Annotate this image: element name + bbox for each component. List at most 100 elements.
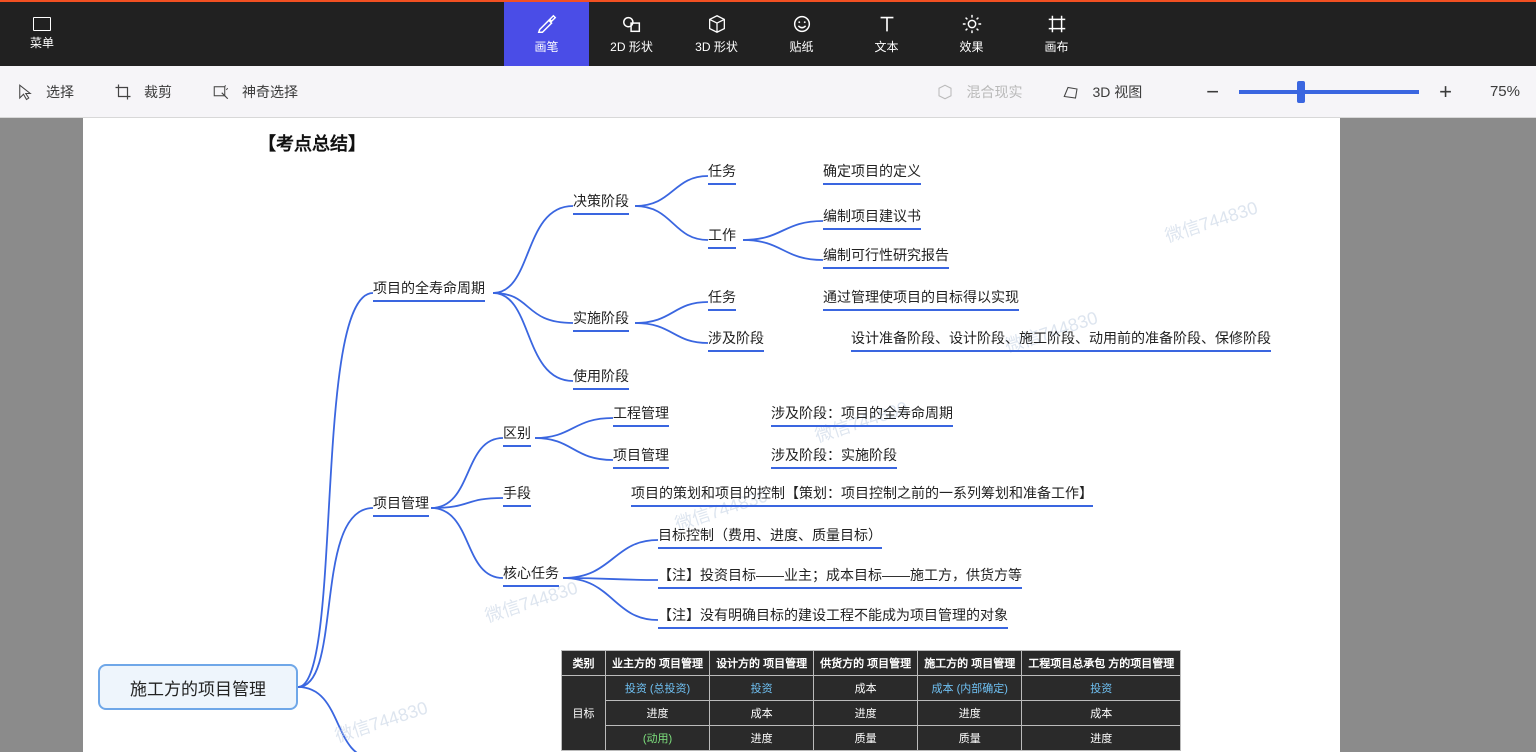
cell: 进度 bbox=[1022, 726, 1181, 751]
leaf-core2: 【注】投资目标——业主；成本目标——施工方，供货方等 bbox=[658, 565, 1022, 589]
cursor-icon bbox=[16, 83, 34, 101]
node-lifecycle: 项目的全寿命周期 bbox=[373, 278, 485, 302]
crop-label: 裁剪 bbox=[144, 82, 172, 102]
leaf-work1: 编制项目建议书 bbox=[823, 206, 921, 230]
table-header-row: 类别 业主方的 项目管理 设计方的 项目管理 供货方的 项目管理 施工方的 项目… bbox=[562, 651, 1181, 676]
sticker-icon bbox=[791, 13, 813, 35]
th-col2: 供货方的 项目管理 bbox=[814, 651, 918, 676]
tab-3d-label: 3D 形状 bbox=[695, 38, 738, 55]
node-task2: 任务 bbox=[708, 287, 736, 311]
cell: 进度 bbox=[814, 701, 918, 726]
node-work: 工作 bbox=[708, 225, 736, 249]
leaf-eng: 涉及阶段：项目的全寿命周期 bbox=[771, 403, 953, 427]
node-diff: 区别 bbox=[503, 423, 531, 447]
select-label: 选择 bbox=[46, 82, 74, 102]
tab-3d-shape[interactable]: 3D 形状 bbox=[674, 2, 759, 66]
menu-label: 菜单 bbox=[30, 34, 54, 51]
zoom-in-button[interactable]: + bbox=[1439, 81, 1452, 103]
cell: 成本 bbox=[814, 676, 918, 701]
cell: 投资 bbox=[1022, 676, 1181, 701]
mixed-label: 混合现实 bbox=[966, 82, 1022, 102]
zoom-controls: − + 75% bbox=[1206, 81, 1520, 103]
watermark: 微信744830 bbox=[1161, 194, 1260, 248]
canvas-area[interactable]: 【考点总结】 微信744830 微信744830 微信744830 微信7448… bbox=[83, 118, 1340, 752]
node-impl: 实施阶段 bbox=[573, 308, 629, 332]
brush-icon bbox=[536, 13, 558, 35]
canvas-icon bbox=[1046, 13, 1068, 35]
tab-2d-label: 2D 形状 bbox=[610, 38, 653, 55]
node-method: 手段 bbox=[503, 483, 531, 507]
table-row: (动用) 进度 质量 质量 进度 bbox=[562, 726, 1181, 751]
view3d-label: 3D 视图 bbox=[1092, 82, 1142, 102]
node-use: 使用阶段 bbox=[573, 366, 629, 390]
tab-brush[interactable]: 画笔 bbox=[504, 2, 589, 66]
zoom-out-button[interactable]: − bbox=[1206, 81, 1219, 103]
tab-text-label: 文本 bbox=[874, 38, 898, 55]
node-eng: 工程管理 bbox=[613, 403, 669, 427]
tab-canvas[interactable]: 画布 bbox=[1014, 2, 1099, 66]
th-goal: 目标 bbox=[562, 676, 606, 751]
main-toolbar: 菜单 画笔 2D 形状 3D 形状 贴纸 文本 效果 画布 bbox=[0, 2, 1536, 66]
perspective-icon bbox=[1062, 83, 1080, 101]
cube-outline-icon bbox=[936, 83, 954, 101]
cell: (动用) bbox=[606, 726, 710, 751]
th-type: 类别 bbox=[562, 651, 606, 676]
comparison-table: 类别 业主方的 项目管理 设计方的 项目管理 供货方的 项目管理 施工方的 项目… bbox=[561, 650, 1181, 751]
text-icon bbox=[876, 13, 898, 35]
menu-icon bbox=[33, 17, 51, 31]
magic-icon bbox=[212, 83, 230, 101]
leaf-stage: 设计准备阶段、设计阶段、施工阶段、动用前的准备阶段、保修阶段 bbox=[851, 328, 1271, 352]
magic-label: 神奇选择 bbox=[242, 82, 298, 102]
view-3d-tool[interactable]: 3D 视图 bbox=[1062, 82, 1142, 102]
shape-2d-icon bbox=[621, 13, 643, 35]
tab-brush-label: 画笔 bbox=[534, 38, 558, 55]
table-row: 目标 投资 (总投资) 投资 成本 成本 (内部确定) 投资 bbox=[562, 676, 1181, 701]
zoom-slider-thumb[interactable] bbox=[1297, 81, 1305, 103]
effect-icon bbox=[961, 13, 983, 35]
sub-toolbar: 选择 裁剪 神奇选择 混合现实 3D 视图 − + 75% bbox=[0, 66, 1536, 118]
th-col0: 业主方的 项目管理 bbox=[606, 651, 710, 676]
tab-canvas-label: 画布 bbox=[1044, 38, 1068, 55]
tab-effect[interactable]: 效果 bbox=[929, 2, 1014, 66]
node-stage: 涉及阶段 bbox=[708, 328, 764, 352]
leaf-task2: 通过管理使项目的目标得以实现 bbox=[823, 287, 1019, 311]
cell: 成本 bbox=[1022, 701, 1181, 726]
crop-icon bbox=[114, 83, 132, 101]
th-col4: 工程项目总承包 方的项目管理 bbox=[1022, 651, 1181, 676]
node-core: 核心任务 bbox=[503, 563, 559, 587]
tab-2d-shape[interactable]: 2D 形状 bbox=[589, 2, 674, 66]
node-pm2: 项目管理 bbox=[613, 445, 669, 469]
table-row: 进度 成本 进度 进度 成本 bbox=[562, 701, 1181, 726]
cell: 成本 bbox=[710, 701, 814, 726]
zoom-value: 75% bbox=[1490, 83, 1520, 100]
page-title: 【考点总结】 bbox=[258, 130, 366, 156]
leaf-task1: 确定项目的定义 bbox=[823, 161, 921, 185]
cell: 投资 bbox=[710, 676, 814, 701]
leaf-core1: 目标控制（费用、进度、质量目标） bbox=[658, 525, 882, 549]
zoom-slider[interactable] bbox=[1239, 90, 1419, 94]
th-col1: 设计方的 项目管理 bbox=[710, 651, 814, 676]
cell: 成本 (内部确定) bbox=[918, 676, 1022, 701]
cell: 质量 bbox=[814, 726, 918, 751]
menu-button[interactable]: 菜单 bbox=[0, 2, 84, 66]
cell: 进度 bbox=[918, 701, 1022, 726]
leaf-work2: 编制可行性研究报告 bbox=[823, 245, 949, 269]
node-task1: 任务 bbox=[708, 161, 736, 185]
watermark: 微信744830 bbox=[331, 694, 430, 748]
tab-sticker[interactable]: 贴纸 bbox=[759, 2, 844, 66]
select-tool[interactable]: 选择 bbox=[16, 82, 74, 102]
tool-tabs: 画笔 2D 形状 3D 形状 贴纸 文本 效果 画布 bbox=[504, 2, 1099, 66]
crop-tool[interactable]: 裁剪 bbox=[114, 82, 172, 102]
node-pm: 项目管理 bbox=[373, 493, 429, 517]
th-col3: 施工方的 项目管理 bbox=[918, 651, 1022, 676]
tab-sticker-label: 贴纸 bbox=[789, 38, 813, 55]
mindmap-root: 施工方的项目管理 bbox=[98, 664, 298, 710]
leaf-method: 项目的策划和项目的控制【策划：项目控制之前的一系列筹划和准备工作】 bbox=[631, 483, 1093, 507]
magic-select-tool[interactable]: 神奇选择 bbox=[212, 82, 298, 102]
cell: 进度 bbox=[606, 701, 710, 726]
cell: 投资 (总投资) bbox=[606, 676, 710, 701]
leaf-pm2: 涉及阶段：实施阶段 bbox=[771, 445, 897, 469]
shape-3d-icon bbox=[706, 13, 728, 35]
leaf-core3: 【注】没有明确目标的建设工程不能成为项目管理的对象 bbox=[658, 605, 1008, 629]
tab-text[interactable]: 文本 bbox=[844, 2, 929, 66]
